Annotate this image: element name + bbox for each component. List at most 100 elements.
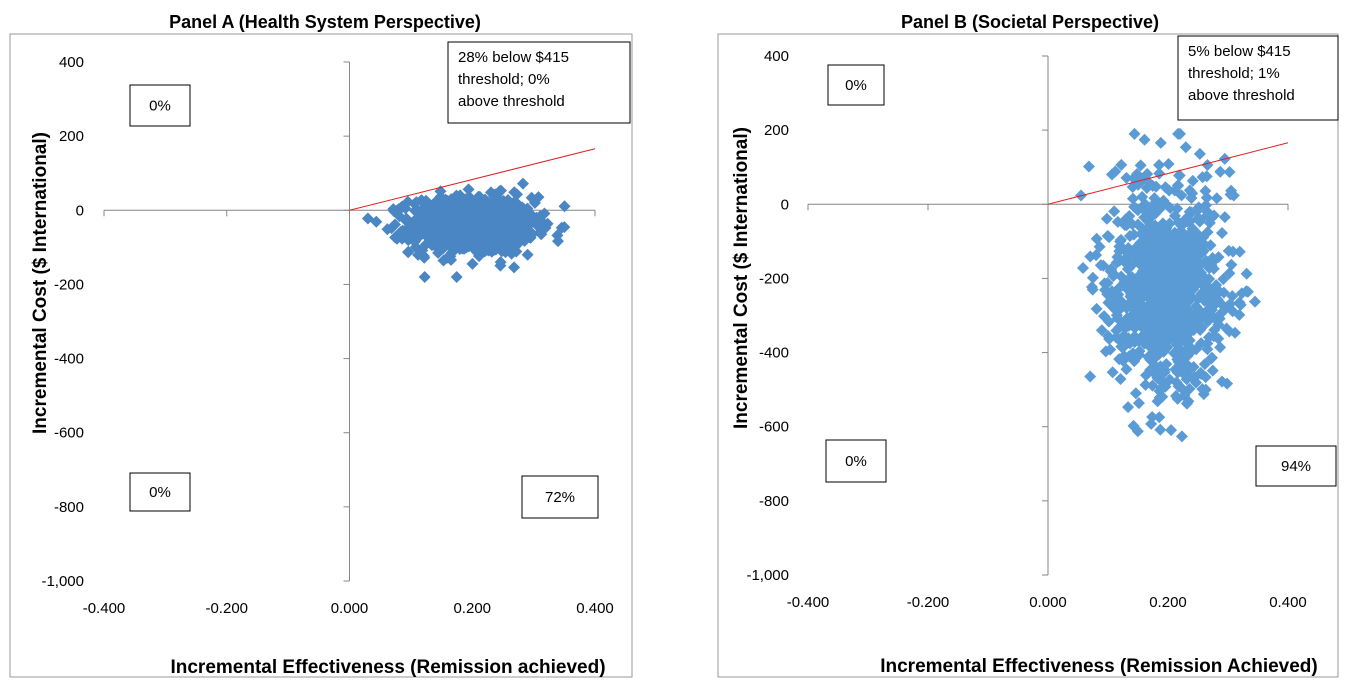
chart-title: Panel B (Societal Perspective) bbox=[901, 12, 1159, 32]
data-point bbox=[1138, 254, 1151, 267]
y-tick-label: -600 bbox=[54, 425, 84, 442]
data-point bbox=[1150, 278, 1163, 291]
data-point bbox=[1136, 222, 1149, 235]
data-point bbox=[1115, 158, 1128, 171]
data-point bbox=[442, 237, 455, 250]
data-point bbox=[1158, 340, 1171, 353]
data-point bbox=[1233, 245, 1246, 258]
annotation-box: 0% bbox=[827, 64, 885, 106]
y-tick-label: -200 bbox=[759, 270, 789, 287]
data-point bbox=[427, 234, 440, 247]
data-point bbox=[528, 196, 541, 209]
scatter-points bbox=[361, 177, 571, 284]
data-point bbox=[1118, 276, 1131, 289]
annotation-text: 72% bbox=[545, 489, 575, 506]
data-point bbox=[1186, 234, 1199, 247]
annotation-text: threshold; 1% bbox=[1188, 65, 1280, 82]
x-tick-label: -0.400 bbox=[83, 600, 126, 617]
y-tick-label: 200 bbox=[764, 122, 789, 139]
data-point bbox=[1148, 197, 1161, 210]
annotation-box: 72% bbox=[521, 475, 599, 519]
annotation-border bbox=[827, 64, 885, 106]
x-axis-title: Incremental Effectiveness (Remission ach… bbox=[170, 657, 605, 678]
y-axis-title: Incremental Cost ($ International) bbox=[30, 132, 51, 434]
y-tick-label: 200 bbox=[59, 128, 84, 145]
data-point bbox=[1233, 296, 1246, 309]
data-point bbox=[1141, 289, 1154, 302]
data-point bbox=[1126, 192, 1139, 205]
data-point bbox=[1200, 191, 1213, 204]
data-point bbox=[1215, 298, 1228, 311]
data-point bbox=[1113, 353, 1126, 366]
data-point bbox=[1127, 228, 1140, 241]
data-point bbox=[1162, 263, 1175, 276]
annotation-text: 28% below $415 bbox=[458, 49, 569, 66]
annotation-text: 94% bbox=[1281, 458, 1311, 475]
data-point bbox=[1162, 158, 1175, 171]
y-tick-label: 400 bbox=[764, 48, 789, 65]
x-tick-label: -0.200 bbox=[907, 594, 950, 611]
data-point bbox=[525, 209, 538, 222]
x-tick-label: 0.400 bbox=[1269, 594, 1307, 611]
data-point bbox=[1210, 192, 1223, 205]
data-point bbox=[1159, 181, 1172, 194]
data-point bbox=[1225, 258, 1238, 271]
annotation-box: 0% bbox=[129, 472, 191, 512]
data-point bbox=[1178, 263, 1191, 276]
data-point bbox=[1152, 298, 1165, 311]
data-point bbox=[1126, 271, 1139, 284]
y-tick-label: -400 bbox=[54, 351, 84, 368]
data-point bbox=[1138, 211, 1151, 224]
data-point bbox=[1196, 171, 1209, 184]
data-point bbox=[1226, 245, 1239, 258]
data-point bbox=[523, 219, 536, 232]
annotation-text: above threshold bbox=[458, 93, 565, 110]
data-point bbox=[1101, 277, 1114, 290]
y-tick-label: -800 bbox=[759, 493, 789, 510]
data-point bbox=[466, 214, 479, 227]
data-point bbox=[516, 177, 529, 190]
data-point bbox=[1086, 271, 1099, 284]
data-point bbox=[1131, 425, 1144, 438]
data-point bbox=[408, 197, 421, 210]
annotation-box: 28% below $415 threshold; 0% above thresho… bbox=[447, 41, 631, 124]
data-point bbox=[1153, 411, 1166, 424]
data-point bbox=[1215, 306, 1228, 319]
data-point bbox=[1169, 241, 1182, 254]
data-point bbox=[508, 261, 521, 274]
annotation-text: threshold; 0% bbox=[458, 71, 550, 88]
data-point bbox=[409, 241, 422, 254]
scatter-points bbox=[1075, 127, 1261, 443]
data-point bbox=[1159, 380, 1172, 393]
data-point bbox=[462, 183, 475, 196]
annotation-box: 94% bbox=[1255, 445, 1337, 487]
panel-b: Panel B (Societal Perspective) -0.400 -0.2… bbox=[717, 12, 1339, 678]
data-point bbox=[1214, 165, 1227, 178]
data-point bbox=[1224, 297, 1237, 310]
data-point bbox=[1171, 366, 1184, 379]
data-point bbox=[1173, 169, 1186, 182]
data-point bbox=[1162, 229, 1175, 242]
data-point bbox=[1200, 209, 1213, 222]
annotation-border bbox=[447, 41, 631, 124]
data-point bbox=[551, 235, 564, 248]
data-point bbox=[1204, 283, 1217, 296]
y-tick-label: -600 bbox=[759, 419, 789, 436]
data-point bbox=[415, 225, 428, 238]
data-point bbox=[1114, 235, 1127, 248]
data-point bbox=[451, 194, 464, 207]
annotation-text: above threshold bbox=[1188, 87, 1295, 104]
data-point bbox=[1152, 233, 1165, 246]
data-point bbox=[1107, 267, 1120, 280]
data-point bbox=[1212, 332, 1225, 345]
data-point bbox=[1150, 245, 1163, 258]
threshold-line bbox=[349, 148, 596, 211]
data-point bbox=[1147, 208, 1160, 221]
data-point bbox=[1146, 410, 1159, 423]
data-point bbox=[1085, 281, 1098, 294]
data-point bbox=[417, 250, 430, 263]
data-point bbox=[506, 225, 519, 238]
data-point bbox=[1084, 370, 1097, 383]
data-point bbox=[1171, 392, 1184, 405]
data-point bbox=[1114, 373, 1127, 386]
